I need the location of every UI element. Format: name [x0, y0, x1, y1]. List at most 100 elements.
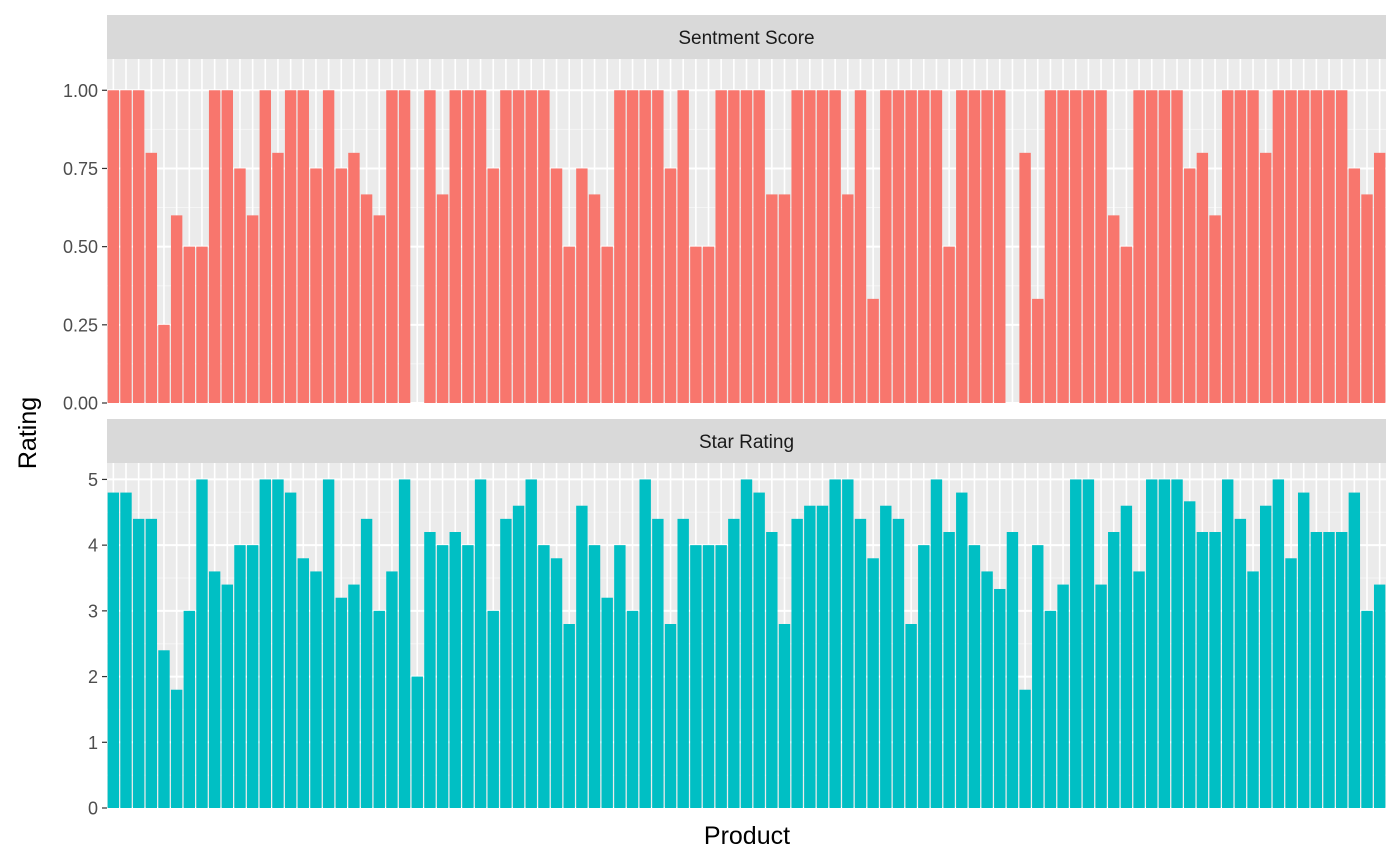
bar	[652, 518, 664, 808]
bar	[1209, 532, 1221, 808]
bar	[1335, 90, 1348, 403]
bar	[1222, 90, 1234, 403]
bar	[956, 492, 968, 808]
bar	[1082, 90, 1095, 403]
y-tick-label: 3	[88, 601, 98, 621]
bar	[728, 518, 740, 808]
bar	[816, 505, 829, 808]
bar	[1335, 532, 1348, 808]
bar	[639, 90, 651, 403]
bar	[487, 168, 499, 403]
bar	[170, 215, 183, 403]
bar	[335, 597, 347, 808]
bar	[132, 90, 145, 403]
bar	[1044, 90, 1057, 403]
bar	[842, 479, 854, 808]
panel-2: Star Rating 0 1 2 3 4 5	[88, 419, 1386, 819]
bar	[1184, 501, 1196, 808]
bar	[208, 90, 221, 403]
y-axis-title: Rating	[14, 397, 42, 469]
bar	[411, 676, 423, 808]
bar	[1234, 90, 1247, 403]
bar	[398, 90, 411, 403]
bar	[373, 215, 385, 403]
bar	[1095, 584, 1107, 808]
bar	[158, 324, 170, 403]
bar	[1259, 505, 1272, 808]
bar	[829, 479, 841, 808]
bar	[196, 479, 208, 808]
bar	[664, 624, 677, 808]
bar	[373, 610, 385, 808]
bar	[1247, 571, 1259, 808]
bar	[424, 532, 436, 808]
bar	[981, 571, 993, 808]
bar	[804, 90, 816, 403]
bar	[1070, 90, 1082, 403]
bar	[310, 571, 322, 808]
bar	[968, 90, 981, 403]
bar	[487, 610, 499, 808]
bar	[424, 90, 436, 403]
bar	[234, 545, 246, 808]
bar	[246, 545, 259, 808]
bar	[1297, 90, 1310, 403]
bar	[930, 90, 943, 403]
bar	[943, 532, 955, 808]
x-axis-title: Product	[704, 822, 790, 850]
bar	[563, 624, 575, 808]
bar	[1146, 479, 1158, 808]
bar	[436, 194, 449, 403]
bar	[284, 492, 297, 808]
bar	[1158, 90, 1171, 403]
bar	[120, 90, 132, 403]
bar	[1310, 90, 1323, 403]
bar	[778, 194, 791, 403]
bar	[1120, 505, 1133, 808]
bar	[322, 479, 335, 808]
bar	[626, 90, 639, 403]
bar	[740, 90, 753, 403]
bar	[132, 518, 145, 808]
bar	[1361, 194, 1373, 403]
bar	[297, 90, 309, 403]
bar	[1222, 479, 1234, 808]
bar	[1272, 90, 1285, 403]
bar	[297, 558, 309, 808]
bar	[905, 624, 917, 808]
bar	[956, 90, 968, 403]
bar	[1019, 152, 1031, 403]
bar	[1323, 532, 1335, 808]
bar	[981, 90, 993, 403]
bar	[462, 90, 474, 403]
bar	[234, 168, 246, 403]
bar	[1361, 610, 1373, 808]
bar	[905, 90, 917, 403]
bar	[778, 624, 791, 808]
bar	[639, 479, 651, 808]
panels-layer: Sentment Score 0.00 0.25 0.50 0.75 1.00 Star R…	[63, 15, 1386, 819]
bar	[1032, 545, 1044, 808]
bar	[614, 90, 626, 403]
y-tick-label: 0.25	[63, 315, 98, 335]
bar	[259, 90, 271, 403]
bar	[766, 194, 778, 403]
bar	[1196, 152, 1209, 403]
bar	[652, 90, 664, 403]
bar	[1259, 152, 1272, 403]
bar	[588, 194, 601, 403]
bar	[664, 168, 677, 403]
bar	[702, 246, 715, 403]
bar	[386, 90, 398, 403]
bar	[677, 518, 689, 808]
bar	[538, 90, 550, 403]
bar	[1272, 479, 1285, 808]
bar	[1082, 479, 1095, 808]
bar	[538, 545, 550, 808]
bar	[626, 610, 639, 808]
bar	[601, 246, 613, 403]
bar	[322, 90, 335, 403]
bar	[1057, 584, 1069, 808]
bar	[246, 215, 259, 403]
bar	[335, 168, 347, 403]
